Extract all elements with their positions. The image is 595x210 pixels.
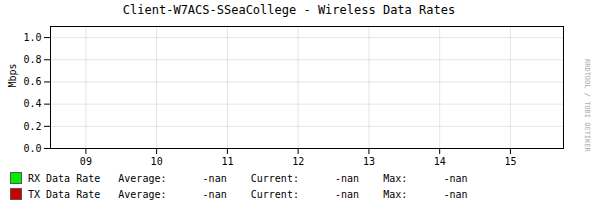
- html-text:Client-W7ACS-SSeaCollege - Wir: Client-W7ACS-SSeaCollege - Wireless Data…: [122, 3, 456, 17]
- svg-text:10: 10: [151, 156, 163, 167]
- svg-text:14: 14: [434, 156, 446, 167]
- svg-text:1.0: 1.0: [23, 32, 41, 43]
- svg-text:0.4: 0.4: [23, 98, 41, 109]
- svg-text:15: 15: [504, 156, 516, 167]
- svg-text:0.8: 0.8: [23, 54, 41, 65]
- svg-text:11: 11: [221, 156, 233, 167]
- svg-text:12: 12: [292, 156, 304, 167]
- svg-text:13: 13: [363, 156, 375, 167]
- svg-text:0.0: 0.0: [23, 143, 41, 154]
- svg-text:0.6: 0.6: [23, 76, 41, 87]
- html-text:RRDTOOL / TOBI OETIKER: RRDTOOL / TOBI OETIKER: [582, 58, 591, 152]
- svg-text:Mbps: Mbps: [7, 63, 18, 87]
- html-text:RX Data Rate Average: -nan Cur: RX Data Rate Average: -nan Current: -nan…: [28, 172, 468, 184]
- html-text:TX Data Rate Average: -nan Cur: TX Data Rate Average: -nan Current: -nan…: [28, 188, 468, 200]
- svg-text:09: 09: [80, 156, 92, 167]
- svg-text:0.2: 0.2: [23, 121, 41, 132]
